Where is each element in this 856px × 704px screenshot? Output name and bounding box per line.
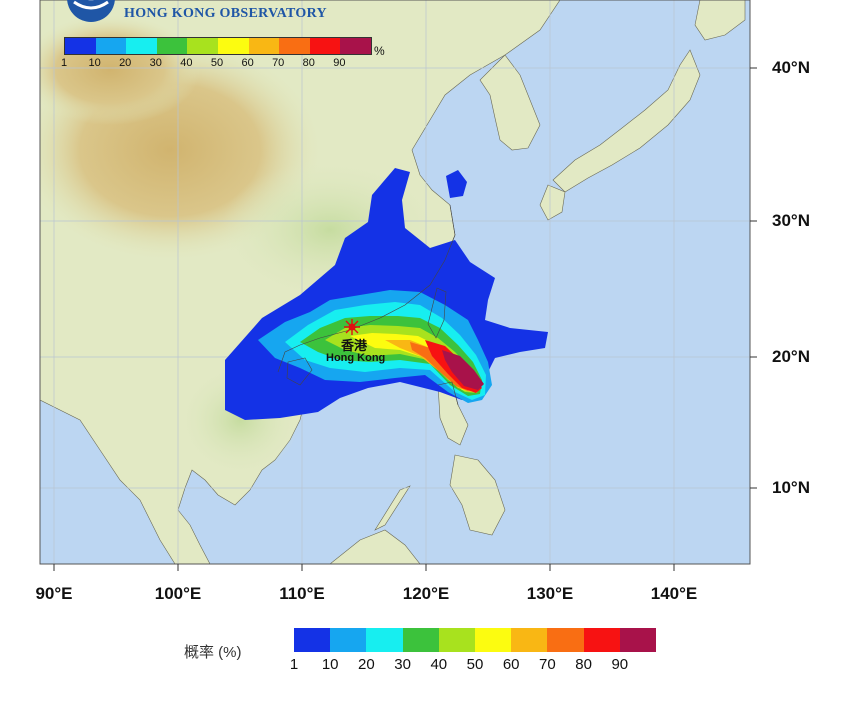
bottom-scale-tick-10: 10 (321, 656, 339, 673)
lon-label-130e: 130°E (526, 584, 574, 603)
bottom-scale-tick-20: 20 (358, 656, 375, 673)
lon-label-120e: 120°E (402, 584, 450, 603)
top-scale-swatch-10 (95, 38, 127, 54)
lat-label-10n: 10°N (772, 478, 810, 497)
japan-honshu (552, 49, 701, 193)
top-scale-swatch-80 (309, 38, 341, 54)
bottom-scale-tick-60: 60 (502, 656, 520, 673)
top-scale-tick-20: 20 (119, 57, 132, 69)
korea (479, 54, 541, 151)
top-scale-ticks: 1 10 20 30 40 50 60 70 80 90 (60, 55, 394, 69)
top-scale-tick-90: 90 (333, 57, 346, 69)
bottom-scale-tick-70: 70 (539, 656, 556, 673)
observatory-logo-icon (67, 0, 115, 22)
hong-kong-label-en: Hong Kong (326, 352, 386, 364)
top-scale-swatch-20 (126, 38, 157, 54)
bottom-scale-tick-90: 90 (611, 656, 629, 673)
bottom-scale-tick-80: 80 (575, 656, 592, 673)
map-frame (39, 0, 751, 565)
bottom-scale-ticks: 1 10 20 30 40 50 60 70 80 90 (290, 652, 674, 673)
top-scale-swatch-70 (279, 38, 310, 54)
bottom-color-bar (294, 628, 657, 652)
hong-kong-marker (344, 319, 360, 335)
bottom-scale-tick-50: 50 (466, 656, 484, 673)
bottom-scale-swatch-40 (438, 628, 476, 652)
lon-label-90e: 90°E (35, 584, 73, 603)
top-scale-swatch-90 (340, 38, 371, 54)
lon-label-100e: 100°E (154, 584, 202, 603)
observatory-logo: HONG KONG OBSERVATORY (62, 0, 327, 26)
bottom-scale-swatch-90 (619, 628, 657, 652)
organization-name: HONG KONG OBSERVATORY (124, 6, 327, 21)
contour-90 (442, 350, 484, 390)
lon-label-110e: 110°E (279, 584, 325, 603)
top-scale-tick-10: 10 (88, 57, 101, 69)
bottom-scale-swatch-30 (402, 628, 439, 652)
contour-50 (350, 333, 477, 392)
top-scale-tick-50: 50 (210, 57, 224, 69)
palawan (374, 485, 411, 531)
bottom-scale-swatch-60 (511, 628, 548, 652)
top-scale-swatch-50 (217, 38, 249, 54)
top-scale-tick-80: 80 (302, 57, 315, 69)
percent-symbol: % (374, 44, 385, 58)
bottom-scale-swatch-1 (294, 628, 331, 652)
bottom-scale-tick-1: 1 (289, 656, 299, 673)
japan-hokkaido (694, 0, 746, 41)
legend-title: 概率 (%) (184, 644, 242, 661)
bottom-scale-swatch-10 (330, 628, 367, 652)
bottom-scale-tick-30: 30 (394, 656, 411, 673)
japan-kyushu (539, 184, 566, 221)
top-scale-tick-30: 30 (149, 57, 162, 69)
top-scale-swatch-60 (248, 38, 280, 54)
borneo (329, 529, 421, 564)
top-scale-tick-70: 70 (272, 57, 285, 69)
bottom-scale-tick-40: 40 (430, 656, 448, 673)
top-scale-swatch-40 (187, 38, 218, 54)
bottom-scale-swatch-70 (547, 628, 584, 652)
bottom-scale-swatch-80 (583, 628, 620, 652)
top-color-scale: 1 10 20 30 40 50 60 70 80 90 % (60, 37, 394, 69)
lat-label-30n: 30°N (772, 211, 810, 230)
lon-label-140e: 140°E (650, 584, 698, 603)
top-scale-swatch-30 (156, 38, 188, 54)
lat-label-40n: 40°N (772, 58, 810, 77)
contour-1-east (446, 170, 467, 198)
top-scale-swatch-1 (65, 38, 96, 54)
hong-kong-label-zh: 香港 (341, 338, 368, 353)
top-color-bar (64, 37, 372, 55)
top-scale-tick-1: 1 (60, 57, 68, 69)
lat-label-20n: 20°N (772, 347, 810, 366)
bottom-scale-swatch-20 (366, 628, 403, 652)
coastline-overlay (277, 204, 459, 406)
top-scale-tick-40: 40 (180, 57, 193, 69)
bottom-scale-swatch-50 (475, 628, 512, 652)
probability-contours (225, 168, 548, 420)
top-scale-tick-60: 60 (241, 57, 254, 69)
philippines-south (449, 454, 506, 536)
bottom-color-scale: 1 10 20 30 40 50 60 70 80 90 (290, 628, 674, 673)
